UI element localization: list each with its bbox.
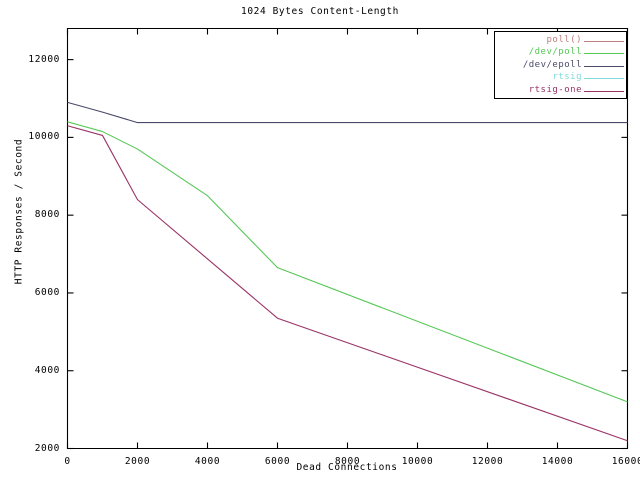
- legend-item: rtsig: [495, 72, 628, 85]
- legend-item-label: /dev/poll: [528, 47, 582, 58]
- legend-item: /dev/epoll: [495, 59, 628, 73]
- legend-item: rtsig-one: [495, 84, 628, 98]
- x-axis-label: Dead Connections: [296, 462, 398, 473]
- y-tick-label: 12000: [28, 53, 60, 65]
- series-lines-group: [67, 101, 628, 442]
- x-tick-label: 16000: [611, 455, 640, 467]
- legend-item-swatch: [584, 53, 624, 55]
- x-tick-label: 0: [64, 455, 71, 467]
- x-tick-label: 14000: [541, 455, 574, 467]
- legend-item: poll(): [495, 35, 628, 48]
- legend-item: /dev/poll: [495, 47, 628, 60]
- y-tick-label: 6000: [34, 286, 60, 298]
- legend-item-label: rtsig: [552, 72, 582, 83]
- legend-item-swatch: [584, 65, 624, 67]
- legend-item-swatch: [584, 78, 624, 80]
- x-tick-label: 4000: [194, 455, 221, 467]
- x-tick-label: 2000: [124, 455, 151, 467]
- legend-item-swatch: [584, 90, 624, 92]
- y-tick-label: 8000: [34, 209, 60, 221]
- y-tick-label: 4000: [34, 364, 60, 376]
- y-tick-label: 2000: [34, 442, 60, 454]
- x-tick-label: 6000: [264, 455, 291, 467]
- series-line-2: [67, 101, 628, 124]
- x-tick-label: 10000: [401, 455, 434, 467]
- legend-item-swatch: [584, 41, 624, 42]
- x-tick-label: 8000: [334, 455, 361, 467]
- chart-legend: poll() /dev/poll/dev/epoll rtsig rtsig-one: [494, 31, 627, 99]
- legend-item-label: /dev/epoll: [522, 59, 582, 70]
- series-line-1: [67, 121, 628, 403]
- legend-item-label: rtsig-one: [528, 84, 582, 95]
- series-line-4: [67, 125, 628, 442]
- x-tick-label: 12000: [471, 455, 504, 467]
- legend-item-label: poll(): [546, 35, 582, 45]
- y-tick-label: 10000: [28, 131, 60, 143]
- chart-title: 1024 Bytes Content-Length: [241, 6, 399, 17]
